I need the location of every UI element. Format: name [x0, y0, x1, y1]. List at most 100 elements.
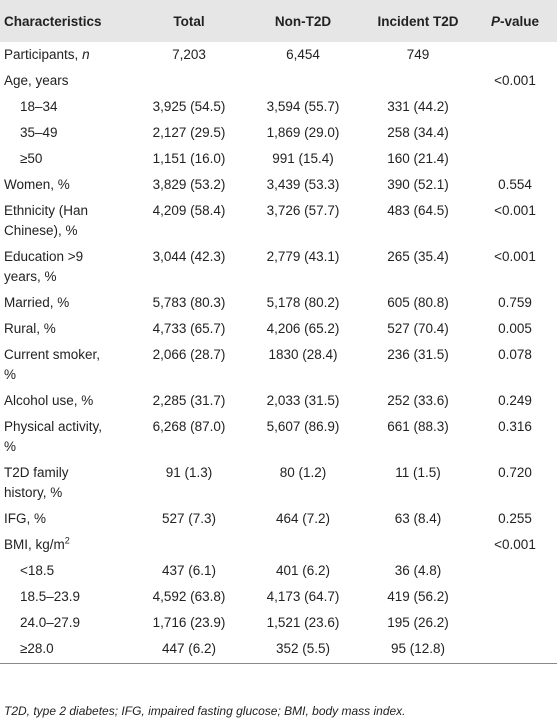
row-label: 24.0–27.9 — [0, 610, 135, 636]
label-line: Education >9 — [4, 249, 84, 264]
row-label: Rural, % — [0, 316, 135, 342]
label-line: Chinese), % — [4, 223, 78, 238]
table-body: Participants, n 7,203 6,454 749 Age, years <0… — [0, 42, 557, 664]
label-text: Women, % — [4, 177, 70, 192]
cell: <0.001 — [494, 73, 536, 88]
label-text: Married, % — [4, 295, 70, 310]
cell: 661 (88.3) — [387, 419, 449, 434]
label-line: % — [4, 367, 17, 382]
cell: 0.249 — [498, 393, 532, 408]
cell: 3,925 (54.5) — [152, 99, 226, 114]
cell: 7,203 — [172, 47, 206, 62]
label-line: % — [4, 439, 17, 454]
column-header: P-value — [473, 0, 557, 42]
column-header: Incident T2D — [377, 13, 459, 29]
cell: 160 (21.4) — [387, 151, 449, 166]
cell — [243, 68, 363, 94]
label-text: Alcohol use, % — [4, 393, 94, 408]
cell: 4,173 (64.7) — [266, 589, 340, 604]
label-text: Age, years — [4, 73, 69, 88]
cell: <0.001 — [494, 249, 536, 264]
label-text: IFG, % — [4, 511, 47, 526]
cell: 991 (15.4) — [272, 151, 334, 166]
cell — [243, 532, 363, 558]
cell — [473, 94, 557, 120]
cell: 401 (6.2) — [275, 563, 331, 578]
cell: 4,592 (63.8) — [152, 589, 226, 604]
cell: 252 (33.6) — [387, 393, 449, 408]
cell: 1,521 (23.6) — [266, 615, 340, 630]
cell: 80 (1.2) — [279, 465, 327, 480]
label-line: history, % — [4, 485, 63, 500]
cell: 0.720 — [498, 465, 532, 480]
table-row: Women, % 3,829 (53.2) 3,439 (53.3) 390 (52.… — [0, 172, 557, 198]
cell: <0.001 — [494, 537, 536, 552]
cell: 447 (6.2) — [161, 641, 217, 656]
cell — [473, 610, 557, 636]
row-label: IFG, % — [0, 506, 135, 532]
label-text: ≥28.0 — [20, 641, 54, 656]
label-text: 24.0–27.9 — [20, 615, 81, 630]
label-line: Current smoker, — [4, 347, 101, 362]
cell — [473, 636, 557, 664]
cell: 2,066 (28.7) — [152, 347, 226, 362]
cell — [363, 68, 473, 94]
cell: 749 — [406, 47, 430, 62]
cell: 527 (7.3) — [161, 511, 217, 526]
cell: 483 (64.5) — [387, 203, 449, 218]
cell — [473, 146, 557, 172]
cell: 0.316 — [498, 419, 532, 434]
footnote: T2D, type 2 diabetes; IFG, impaired fast… — [4, 704, 406, 718]
cell: 419 (56.2) — [387, 589, 449, 604]
label-line: T2D family — [4, 465, 69, 480]
cell: 3,829 (53.2) — [152, 177, 226, 192]
cell: 258 (34.4) — [387, 125, 449, 140]
row-label: Current smoker,% — [0, 342, 135, 388]
cell: 5,178 (80.2) — [266, 295, 340, 310]
table-row: <18.5 437 (6.1) 401 (6.2) 36 (4.8) — [0, 558, 557, 584]
table-row: Participants, n 7,203 6,454 749 — [0, 42, 557, 68]
table-row: Alcohol use, % 2,285 (31.7) 2,033 (31.5) 25… — [0, 388, 557, 414]
row-label: Education >9 years, % — [0, 244, 135, 290]
table-row: 18–34 3,925 (54.5) 3,594 (55.7) 331 (44.2) — [0, 94, 557, 120]
cell: 3,594 (55.7) — [266, 99, 340, 114]
label-text: Participants, — [4, 47, 79, 62]
header-italic: P — [490, 13, 500, 29]
row-label: Women, % — [0, 172, 135, 198]
column-header: Characteristics — [4, 13, 102, 29]
cell: 1,716 (23.9) — [152, 615, 226, 630]
cell: 605 (80.8) — [387, 295, 449, 310]
label-text: 18–34 — [20, 99, 58, 114]
cell: 236 (31.5) — [387, 347, 449, 362]
table-row: 18.5–23.9 4,592 (63.8) 4,173 (64.7) 419 (56… — [0, 584, 557, 610]
cell: 0.078 — [498, 347, 532, 362]
cell: 3,044 (42.3) — [152, 249, 226, 264]
cell: 0.005 — [498, 321, 532, 336]
row-label: Ethnicity (Han Chinese), % — [0, 198, 135, 244]
cell: 91 (1.3) — [165, 465, 213, 480]
row-label: Physical activity,% — [0, 414, 135, 460]
label-text: Rural, % — [4, 321, 56, 336]
table-row: IFG, % 527 (7.3) 464 (7.2) 63 (8.4) 0.255 — [0, 506, 557, 532]
cell — [473, 558, 557, 584]
table-row: Physical activity,% 6,268 (87.0) 5,607 (86… — [0, 414, 557, 460]
cell: 1,869 (29.0) — [266, 125, 340, 140]
row-label: ≥28.0 — [0, 636, 135, 664]
cell — [363, 532, 473, 558]
table-row: Ethnicity (Han Chinese), % 4,209 (58.4) 3,7… — [0, 198, 557, 244]
cell: 0.759 — [498, 295, 532, 310]
row-label: Participants, n — [0, 42, 135, 68]
table-row: Age, years <0.001 — [0, 68, 557, 94]
cell: 390 (52.1) — [387, 177, 449, 192]
cell: 5,783 (80.3) — [152, 295, 226, 310]
cell — [135, 532, 243, 558]
label-line: Physical activity, — [4, 419, 103, 434]
cell: 6,268 (87.0) — [152, 419, 226, 434]
label-line: years, % — [4, 269, 57, 284]
table-row: 35–49 2,127 (29.5) 1,869 (29.0) 258 (34.4) — [0, 120, 557, 146]
column-header: Non-T2D — [274, 13, 332, 29]
cell: 95 (12.8) — [390, 641, 446, 656]
table-row: ≥28.0 447 (6.2) 352 (5.5) 95 (12.8) — [0, 636, 557, 664]
cell: 5,607 (86.9) — [266, 419, 340, 434]
table-row: Married, % 5,783 (80.3) 5,178 (80.2) 605 (8… — [0, 290, 557, 316]
